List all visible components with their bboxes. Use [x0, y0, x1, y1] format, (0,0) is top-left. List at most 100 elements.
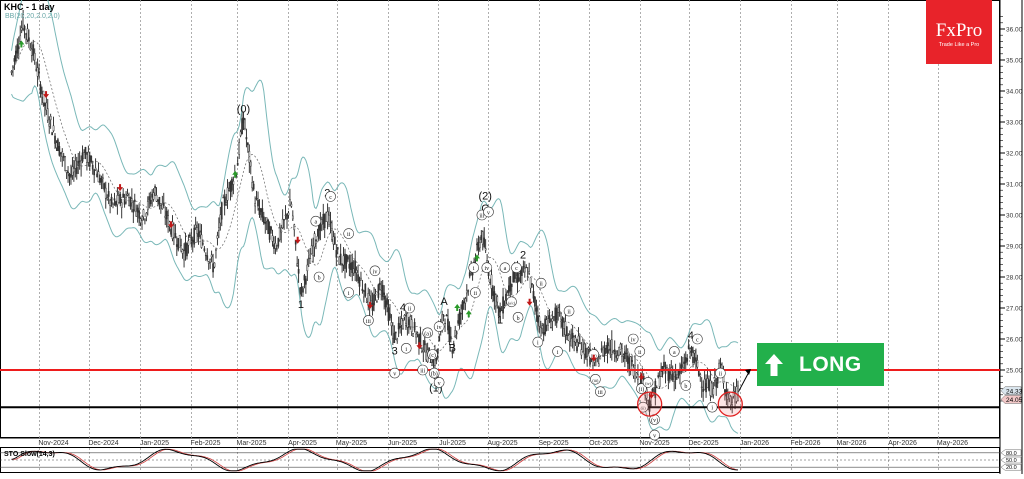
- svg-text:i: i: [348, 291, 350, 297]
- x-tick-label: Dec-2025: [688, 440, 718, 447]
- svg-text:v: v: [487, 210, 490, 216]
- x-tick-label: Jan-2025: [140, 440, 169, 447]
- y-tick-label: 34.00: [1006, 89, 1023, 96]
- svg-text:(iv): (iv): [645, 381, 651, 386]
- y-tick-label: 27.00: [1006, 306, 1023, 313]
- y-tick-label: 25.00: [1006, 368, 1023, 375]
- x-tick-label: Dec-2024: [88, 440, 118, 447]
- sell-arrow-icon: [590, 354, 597, 362]
- svg-text:(iii): (iii): [592, 378, 599, 383]
- x-tick-label: Mar-2026: [837, 440, 867, 447]
- svg-text:i: i: [711, 406, 713, 412]
- sell-arrow-icon: [367, 301, 374, 309]
- svg-text:a: a: [673, 350, 676, 356]
- y-tick-label: 35.00: [1006, 58, 1023, 65]
- x-tick-label: Oct-2025: [589, 440, 618, 447]
- sell-arrow-icon: [117, 184, 124, 192]
- x-tick-label: Feb-2026: [791, 440, 821, 447]
- x-tick-label: Nov-2024: [38, 440, 68, 447]
- stochastic-main-line: [11, 448, 738, 472]
- svg-text:(a): (a): [424, 330, 431, 337]
- projection-arrow-icon: [745, 369, 751, 375]
- wave-label: B: [449, 342, 456, 354]
- x-tick-label: Apr-2026: [888, 440, 917, 447]
- x-tick-label: Apr-2025: [288, 440, 317, 447]
- buy-arrow-icon: [473, 254, 480, 262]
- current-price-label: 24.33: [1006, 388, 1023, 395]
- y-tick-label: 28.00: [1006, 275, 1023, 282]
- y-tick-label: 30.00: [1006, 213, 1023, 220]
- sell-arrow-icon: [526, 298, 533, 306]
- svg-text:b: b: [684, 384, 687, 390]
- buy-arrow-icon: [18, 40, 25, 48]
- sell-arrow-icon: [168, 221, 175, 229]
- stoch-level-label: 80.0: [1006, 451, 1017, 457]
- svg-text:v: v: [653, 434, 656, 440]
- sell-arrow-icon: [294, 236, 301, 244]
- y-tick-label: 26.00: [1006, 337, 1023, 344]
- buy-arrow-icon: [465, 310, 472, 318]
- svg-text:ii: ii: [719, 372, 723, 378]
- sell-arrow-icon: [416, 342, 423, 350]
- svg-text:c: c: [515, 266, 518, 272]
- svg-text:iv: iv: [485, 266, 490, 272]
- svg-text:iii: iii: [420, 369, 425, 375]
- svg-text:i: i: [557, 350, 559, 356]
- svg-text:c: c: [696, 338, 699, 344]
- fxpro-logo: FxPro Trade Like a Pro: [926, 0, 992, 64]
- svg-text:ii: ii: [567, 310, 571, 316]
- svg-text:iv: iv: [373, 269, 378, 275]
- wave-label: 4: [688, 330, 694, 342]
- bollinger-lower: [11, 84, 739, 434]
- svg-text:(v): (v): [651, 417, 658, 424]
- svg-text:(i): (i): [639, 386, 645, 393]
- bollinger-indicator-label: BB(20,20,2.0,2.0): [5, 13, 60, 20]
- svg-text:ii: ii: [474, 291, 478, 297]
- svg-text:ii: ii: [539, 282, 543, 288]
- highlight-circle: [637, 391, 663, 417]
- svg-text:iii: iii: [598, 390, 603, 396]
- svg-text:ii: ii: [638, 350, 642, 356]
- y-tick-label: 36.00: [1006, 27, 1023, 34]
- current-price-label: 24.05: [1006, 397, 1023, 404]
- highlight-circle: [717, 391, 743, 417]
- wave-label: 2: [520, 249, 526, 261]
- svg-text:(b): (b): [431, 371, 438, 378]
- svg-text:iv: iv: [631, 338, 636, 344]
- wave-label: (0): [237, 104, 250, 116]
- x-tick-label: Jan-2026: [740, 440, 769, 447]
- svg-text:v: v: [393, 372, 396, 378]
- long-signal-badge: LONG: [757, 343, 884, 386]
- sell-arrow-icon: [638, 373, 645, 381]
- candles: [10, 9, 739, 416]
- logo-brand: FxPro: [935, 20, 983, 41]
- buy-arrow-icon: [232, 170, 239, 178]
- wave-label: 4: [400, 302, 406, 314]
- x-tick-label: Mar-2025: [237, 440, 267, 447]
- svg-text:c: c: [329, 195, 332, 201]
- x-tick-label: Jun-2025: [388, 440, 417, 447]
- x-tick-label: Aug-2025: [487, 440, 517, 447]
- svg-text:v: v: [438, 381, 441, 387]
- wave-label: (2): [478, 191, 491, 203]
- bollinger-upper: [11, 0, 739, 351]
- buy-arrow-icon: [454, 304, 461, 311]
- wave-label: A: [440, 296, 448, 308]
- wave-label: 1: [298, 299, 304, 311]
- x-tick-label: Feb-2025: [191, 440, 221, 447]
- arrow-up-icon: [765, 353, 783, 376]
- svg-text:ii: ii: [347, 232, 351, 238]
- svg-text:(ii): (ii): [641, 406, 647, 411]
- svg-text:b: b: [318, 276, 321, 282]
- chart-title: KHC - 1 day: [4, 2, 55, 12]
- svg-text:i: i: [405, 347, 407, 353]
- svg-text:a: a: [504, 266, 507, 272]
- svg-text:b: b: [517, 316, 520, 322]
- svg-text:i: i: [473, 266, 475, 272]
- x-tick-label: Jul-2025: [439, 440, 466, 447]
- stoch-level-label: 50.0: [1006, 458, 1017, 464]
- wave-label: 1: [497, 315, 503, 327]
